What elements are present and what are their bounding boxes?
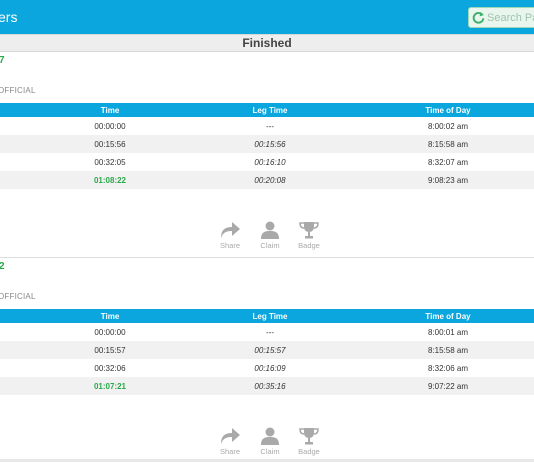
search-button-label: Search Par <box>487 11 534 24</box>
leg-time-cell: 00:20:08 <box>254 175 286 185</box>
share-button[interactable]: Share <box>212 427 248 456</box>
table-row: 00:15:57 00:15:57 8:15:58 am <box>0 341 534 359</box>
column-header-time: Time <box>100 105 120 115</box>
splits-table-header: Time Leg Time Time of Day <box>0 103 534 117</box>
participant-name[interactable]: 7 <box>0 55 5 66</box>
time-of-day-cell: 8:15:58 am <box>427 345 469 355</box>
person-icon <box>261 427 279 445</box>
claim-button[interactable]: Claim <box>252 427 288 456</box>
time-of-day-cell: 9:07:22 am <box>427 381 469 391</box>
card-divider <box>0 257 534 258</box>
official-label: OFFICIAL <box>0 86 36 95</box>
time-cell: 00:15:57 <box>94 345 126 355</box>
trophy-icon <box>299 222 319 239</box>
badge-button[interactable]: Badge <box>291 221 327 250</box>
result-actions: Share Claim Badge <box>212 427 332 461</box>
official-label: OFFICIAL <box>0 292 36 301</box>
time-cell: 00:15:56 <box>94 139 126 149</box>
column-header-time-of-day: Time of Day <box>425 105 471 115</box>
leg-time-cell: --- <box>266 121 274 131</box>
result-actions: Share Claim Badge <box>212 221 332 255</box>
share-icon <box>221 428 240 444</box>
column-header-leg-time: Leg Time <box>252 311 288 321</box>
time-of-day-cell: 8:32:07 am <box>427 157 469 167</box>
leg-time-cell: 00:16:09 <box>254 363 286 373</box>
status-label: Finished <box>242 36 292 50</box>
share-label: Share <box>219 447 240 456</box>
table-row: 00:00:00 --- 8:00:02 am <box>0 117 534 135</box>
time-cell: 00:32:05 <box>94 157 126 167</box>
splits-table-header: Time Leg Time Time of Day <box>0 309 534 323</box>
leg-time-cell: 00:15:56 <box>254 139 286 149</box>
share-label: Share <box>219 241 240 250</box>
refresh-icon <box>472 11 485 24</box>
time-cell: 00:00:00 <box>94 121 126 131</box>
column-header-time: Time <box>100 311 120 321</box>
time-of-day-cell: 8:32:06 am <box>427 363 469 373</box>
column-header-time-of-day: Time of Day <box>425 311 471 321</box>
leg-time-cell: 00:35:16 <box>254 381 286 391</box>
bottom-divider <box>0 459 534 462</box>
trophy-icon <box>299 428 319 445</box>
search-participants-button[interactable]: Search Par <box>468 7 534 28</box>
top-bar: ers Search Par <box>0 0 534 34</box>
time-of-day-cell: 8:00:02 am <box>427 121 469 131</box>
badge-button[interactable]: Badge <box>291 427 327 456</box>
person-icon <box>261 221 279 239</box>
table-row: 01:07:21 00:35:16 9:07:22 am <box>0 377 534 395</box>
claim-button[interactable]: Claim <box>252 221 288 250</box>
page-title: ers <box>0 9 18 25</box>
table-row: 00:32:05 00:16:10 8:32:07 am <box>0 153 534 171</box>
share-button[interactable]: Share <box>212 221 248 250</box>
table-row: 00:00:00 --- 8:00:01 am <box>0 323 534 341</box>
table-row: 00:15:56 00:15:56 8:15:58 am <box>0 135 534 153</box>
column-header-leg-time: Leg Time <box>252 105 288 115</box>
time-cell: 00:32:06 <box>94 363 126 373</box>
leg-time-cell: 00:15:57 <box>254 345 286 355</box>
status-bar: Finished <box>0 34 534 52</box>
time-of-day-cell: 9:08:23 am <box>427 175 469 185</box>
claim-label: Claim <box>260 447 280 456</box>
badge-label: Badge <box>298 447 320 456</box>
badge-label: Badge <box>298 241 320 250</box>
leg-time-cell: 00:16:10 <box>254 157 286 167</box>
table-row: 01:08:22 00:20:08 9:08:23 am <box>0 171 534 189</box>
time-of-day-cell: 8:15:58 am <box>427 139 469 149</box>
table-row: 00:32:06 00:16:09 8:32:06 am <box>0 359 534 377</box>
leg-time-cell: --- <box>266 327 274 337</box>
participant-name[interactable]: 2 <box>0 261 5 272</box>
final-time-cell: 01:07:21 <box>93 381 127 391</box>
final-time-cell: 01:08:22 <box>93 175 127 185</box>
share-icon <box>221 222 240 238</box>
claim-label: Claim <box>260 241 280 250</box>
time-cell: 00:00:00 <box>94 327 126 337</box>
time-of-day-cell: 8:00:01 am <box>427 327 469 337</box>
